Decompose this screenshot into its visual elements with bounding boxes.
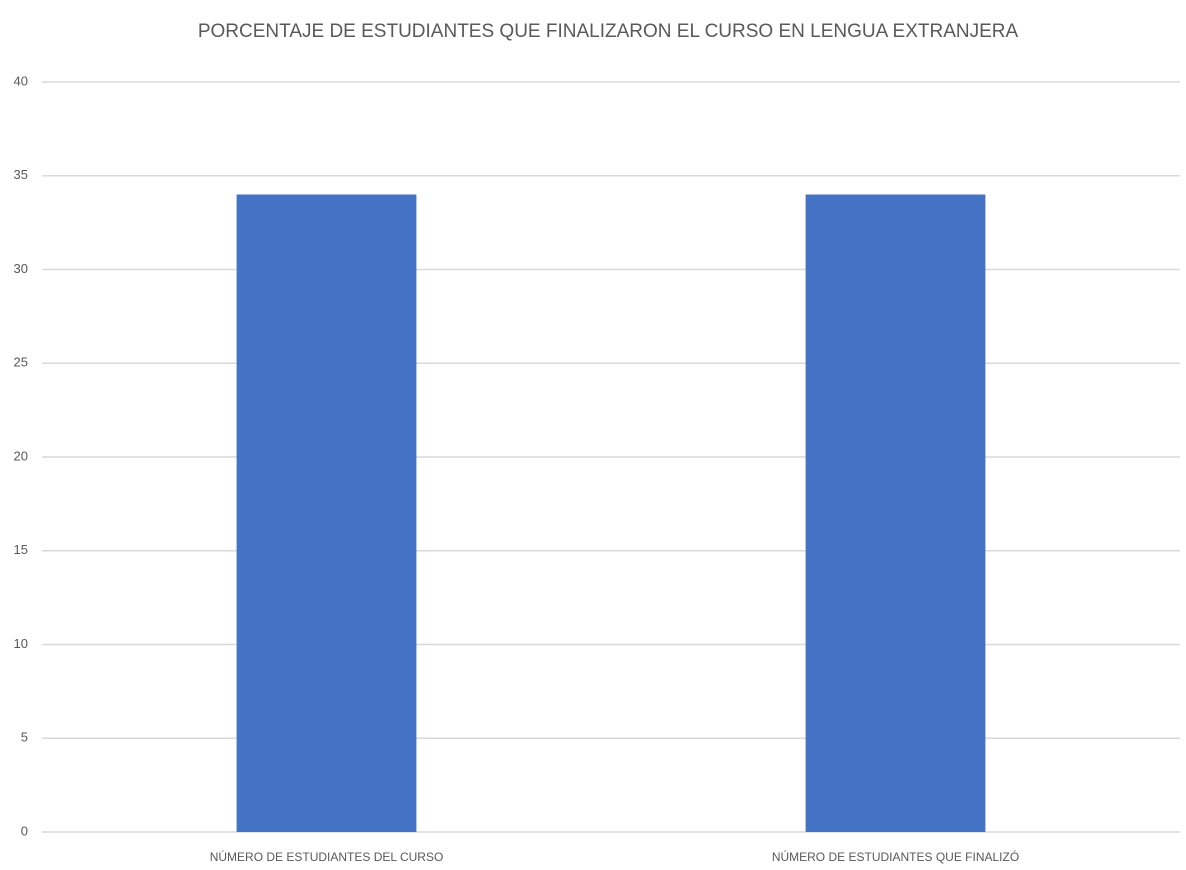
bar (805, 194, 986, 832)
y-tick-label: 30 (14, 261, 28, 276)
y-tick-label: 35 (14, 167, 28, 182)
y-tick-label: 25 (14, 355, 28, 370)
y-tick-label: 5 (21, 730, 28, 745)
y-tick-label: 15 (14, 542, 28, 557)
y-tick-label: 20 (14, 448, 28, 463)
bar (236, 194, 417, 832)
y-tick-label: 10 (14, 636, 28, 651)
chart-title: PORCENTAJE DE ESTUDIANTES QUE FINALIZARO… (198, 21, 1019, 42)
x-tick-label: NÚMERO DE ESTUDIANTES QUE FINALIZÓ (772, 849, 1019, 864)
x-tick-label: NÚMERO DE ESTUDIANTES DEL CURSO (210, 849, 444, 864)
y-tick-label: 0 (21, 823, 28, 838)
y-tick-label: 40 (14, 73, 28, 88)
